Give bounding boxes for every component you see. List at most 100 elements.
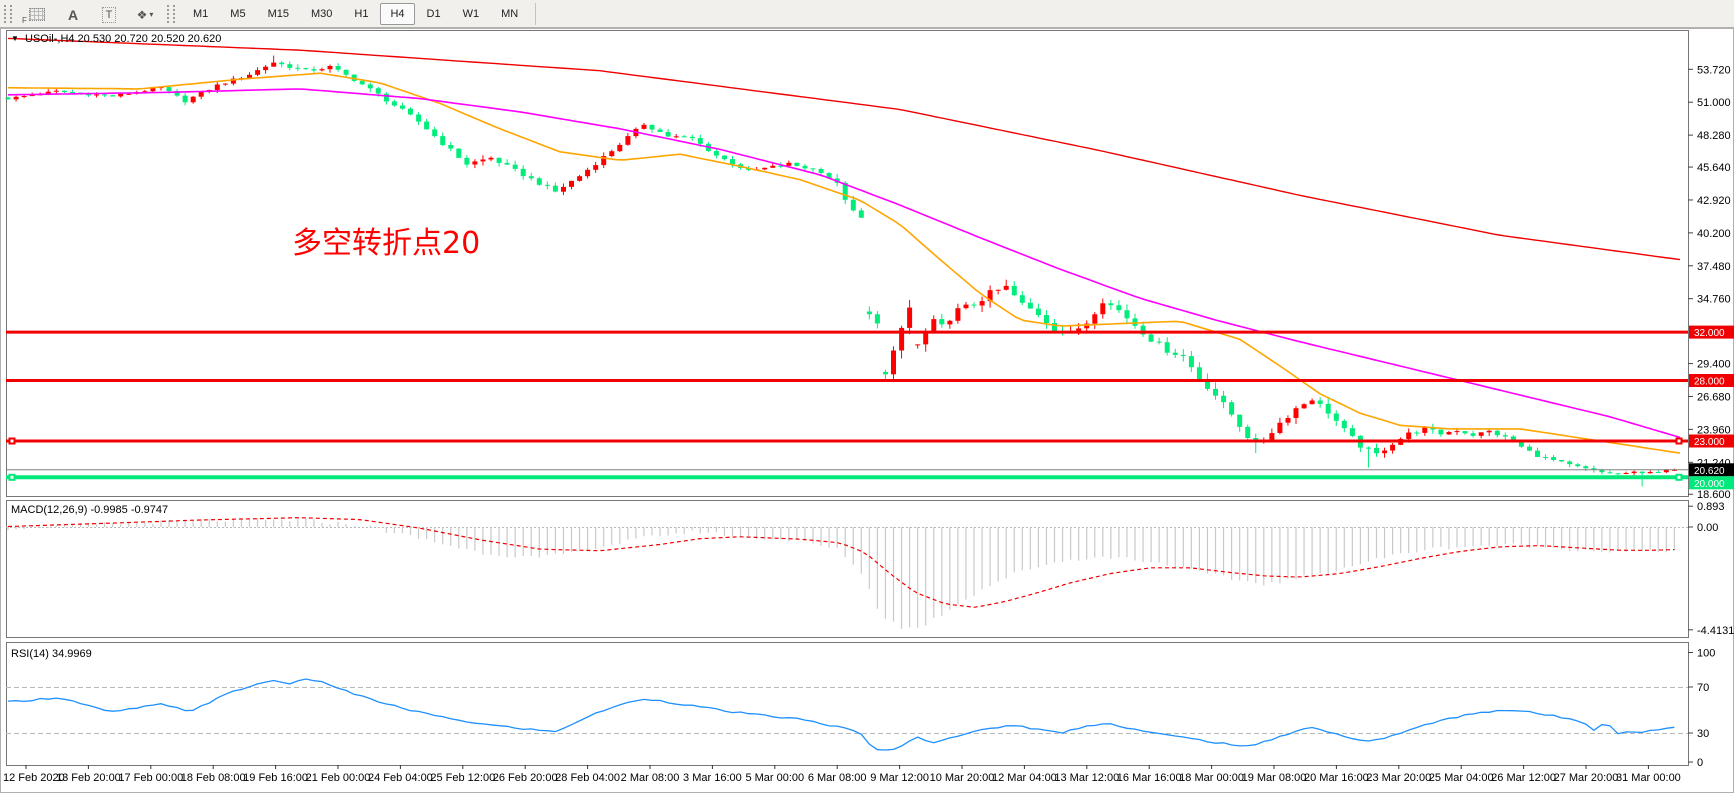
rsi-indicator-label: RSI(14) 34.9969 — [11, 648, 92, 660]
macd-panel-frame — [6, 500, 1689, 638]
rsi-line — [7, 678, 1675, 751]
main-chart-plot[interactable] — [6, 30, 1688, 496]
price-badge-20.620 — [1689, 463, 1734, 477]
svg-text:28.000: 28.000 — [1694, 377, 1725, 388]
price-axis-labels: 53.720 51.000 48.280 45.640 42.920 40.200 37.4… — [1688, 64, 1734, 769]
svg-text:13 Mar 12:00: 13 Mar 12:00 — [1054, 772, 1119, 784]
svg-text:24 Feb 04:00: 24 Feb 04:00 — [368, 772, 433, 784]
svg-text:23 Mar 20:00: 23 Mar 20:00 — [1366, 772, 1431, 784]
toolbar-separator — [535, 2, 537, 25]
svg-text:45.640: 45.640 — [1697, 162, 1731, 174]
timeframe-button-W1[interactable]: W1 — [462, 7, 480, 20]
svg-text:18.600: 18.600 — [1697, 489, 1731, 501]
hline-handle-center — [10, 475, 14, 479]
ma-fast-orange-line — [7, 72, 1681, 454]
ma-medium-magenta-line — [7, 88, 1681, 439]
rsi-panel-frame — [6, 642, 1689, 766]
timeframe-toolbar-drag-handle[interactable] — [167, 4, 175, 23]
toolbar-drag-handle[interactable] — [4, 4, 12, 23]
svg-text:16 Mar 16:00: 16 Mar 16:00 — [1117, 772, 1182, 784]
hline-handle-center — [10, 439, 14, 443]
svg-text:34.760: 34.760 — [1697, 294, 1731, 306]
timeframe-button-H1[interactable]: H1 — [354, 7, 369, 20]
timeframe-button-M15[interactable]: M15 — [267, 7, 289, 20]
svg-text:26.680: 26.680 — [1697, 391, 1731, 403]
timeframe-button-M1[interactable]: M1 — [193, 7, 209, 20]
timeframe-button-M5[interactable]: M5 — [230, 7, 246, 20]
svg-text:25 Feb 12:00: 25 Feb 12:00 — [430, 772, 495, 784]
timeframe-button-M30[interactable]: M30 — [310, 7, 333, 20]
svg-text:29.400: 29.400 — [1697, 359, 1731, 371]
svg-text:17 Feb 00:00: 17 Feb 00:00 — [118, 772, 183, 784]
grid-pattern-icon — [29, 7, 45, 21]
svg-text:20 Mar 16:00: 20 Mar 16:00 — [1304, 772, 1369, 784]
svg-text:2 Mar 08:00: 2 Mar 08:00 — [621, 772, 680, 784]
svg-text:0: 0 — [1697, 757, 1703, 769]
toolbar: F A T ❖ ▾ M1 M5 M15 M30 H1 H4 D1 W1 MN — [0, 0, 1734, 28]
ma-slow-red-line — [7, 37, 1681, 261]
svg-text:21 Feb 00:00: 21 Feb 00:00 — [306, 772, 371, 784]
svg-text:26 Feb 20:00: 26 Feb 20:00 — [493, 772, 558, 784]
price-badge-20.000 — [1689, 476, 1734, 490]
svg-text:0.893: 0.893 — [1697, 501, 1725, 513]
macd-indicator-label: MACD(12,26,9) -0.9985 -0.9747 — [11, 504, 168, 516]
svg-text:19 Feb 16:00: 19 Feb 16:00 — [243, 772, 308, 784]
svg-text:5 Mar 00:00: 5 Mar 00:00 — [745, 772, 804, 784]
svg-text:53.720: 53.720 — [1697, 64, 1731, 76]
svg-text:26 Mar 12:00: 26 Mar 12:00 — [1491, 772, 1556, 784]
main-panel-frame — [6, 30, 1689, 497]
collapse-arrow[interactable]: ▼ — [11, 34, 19, 43]
svg-text:40.200: 40.200 — [1697, 228, 1731, 240]
timeframe-button-H4[interactable]: H4 — [380, 2, 415, 25]
svg-text:3 Mar 16:00: 3 Mar 16:00 — [683, 772, 742, 784]
price-badge-28.000 — [1689, 374, 1734, 387]
svg-text:12 Mar 04:00: 12 Mar 04:00 — [992, 772, 1057, 784]
timeframe-button-group: M1 M5 M15 M30 H1 H4 D1 W1 MN — [182, 0, 529, 28]
svg-text:20.620: 20.620 — [1694, 466, 1725, 477]
svg-text:0.00: 0.00 — [1697, 522, 1718, 534]
macd-histogram — [7, 518, 1675, 629]
svg-text:23.000: 23.000 — [1694, 437, 1725, 448]
svg-text:30: 30 — [1697, 728, 1709, 740]
text-label-icon: A — [67, 6, 79, 23]
svg-text:12 Feb 2020: 12 Feb 2020 — [3, 772, 65, 784]
rsi-panel-plot[interactable] — [6, 642, 1688, 765]
price-badge-23.000 — [1689, 434, 1734, 448]
svg-text:19 Mar 08:00: 19 Mar 08:00 — [1242, 772, 1307, 784]
svg-text:23.960: 23.960 — [1697, 424, 1731, 436]
svg-text:18 Feb 08:00: 18 Feb 08:00 — [181, 772, 246, 784]
svg-text:100: 100 — [1697, 648, 1715, 660]
price-axis[interactable] — [1690, 30, 1734, 765]
price-badge-32.000 — [1689, 325, 1734, 339]
symbol-ohlc-readout: USOil-,H4 20.530 20.720 20.520 20.620 — [25, 33, 221, 45]
svg-text:51.000: 51.000 — [1697, 97, 1731, 109]
svg-text:-4.4131: -4.4131 — [1697, 625, 1734, 637]
text-label-tool-button[interactable]: A — [57, 3, 89, 25]
svg-text:9 Mar 12:00: 9 Mar 12:00 — [870, 772, 929, 784]
text-box-tool-button[interactable]: T — [93, 3, 125, 25]
svg-text:10 Mar 20:00: 10 Mar 20:00 — [930, 772, 995, 784]
arrows-tool-button[interactable]: ❖ ▾ — [129, 3, 161, 25]
chart-annotation-text: 多空转折点20 — [292, 226, 480, 261]
hline-handle-center — [1677, 475, 1681, 479]
chevron-down-icon: ▾ — [149, 9, 154, 19]
svg-text:13 Feb 20:00: 13 Feb 20:00 — [56, 772, 121, 784]
svg-text:32.000: 32.000 — [1694, 328, 1725, 339]
arrows-tool-icon: ❖ — [136, 7, 148, 22]
svg-text:25 Mar 04:00: 25 Mar 04:00 — [1429, 772, 1494, 784]
timeframe-button-MN[interactable]: MN — [501, 7, 519, 20]
svg-text:6 Mar 08:00: 6 Mar 08:00 — [808, 772, 867, 784]
svg-text:28 Feb 04:00: 28 Feb 04:00 — [555, 772, 620, 784]
timeframe-button-D1[interactable]: D1 — [426, 7, 441, 20]
svg-text:48.280: 48.280 — [1697, 130, 1731, 142]
macd-panel-plot[interactable] — [6, 500, 1688, 637]
svg-text:27 Mar 20:00: 27 Mar 20:00 — [1554, 772, 1619, 784]
grid-pattern-tool-button[interactable]: F — [21, 3, 53, 25]
hline-handle-center — [1677, 439, 1681, 443]
time-axis[interactable] — [0, 766, 1734, 792]
svg-text:18 Mar 00:00: 18 Mar 00:00 — [1179, 772, 1244, 784]
macd-signal-line — [7, 517, 1675, 608]
svg-text:31 Mar 00:00: 31 Mar 00:00 — [1616, 772, 1681, 784]
